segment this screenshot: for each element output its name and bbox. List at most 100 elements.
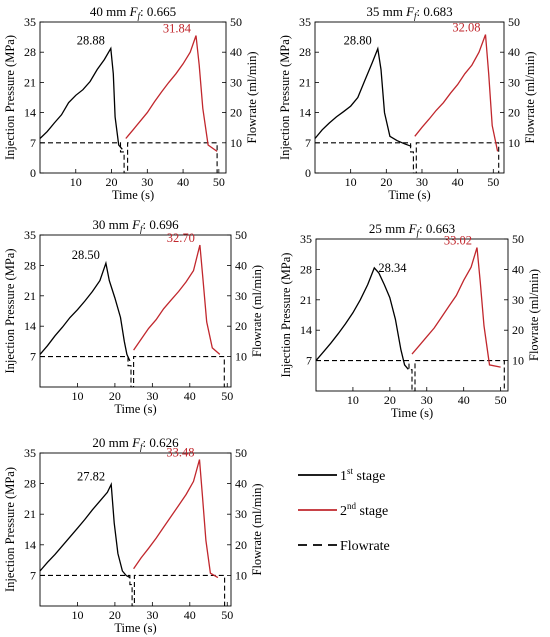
stage1-line xyxy=(39,260,131,362)
plot-frame xyxy=(39,452,232,607)
x-tick-label: 30 xyxy=(141,175,153,189)
peak2-label: 33.48 xyxy=(166,446,194,460)
y-left-axis-label: Injection Pressure (MPa) xyxy=(278,35,292,160)
peak1-label: 28.34 xyxy=(378,261,407,275)
stage2-line xyxy=(125,35,218,152)
y-left-axis-label: Injection Pressure (MPa) xyxy=(3,467,17,592)
y-right-tick-label: 20 xyxy=(235,538,247,552)
stage2-line xyxy=(133,459,219,579)
y-right-tick-label: 10 xyxy=(508,136,520,150)
y-left-tick-label: 21 xyxy=(300,293,312,307)
y-left-tick-label: 35 xyxy=(24,228,36,242)
stage2-line xyxy=(414,34,499,152)
y-left-tick-label: 28 xyxy=(300,262,312,276)
y-right-tick-label: 20 xyxy=(235,319,247,333)
x-tick-label: 10 xyxy=(345,175,357,189)
y-right-tick-label: 20 xyxy=(230,106,242,120)
stage2-line xyxy=(411,247,501,368)
x-tick-label: 50 xyxy=(213,175,225,189)
x-tick-label: 30 xyxy=(421,393,433,407)
y-right-tick-label: 10 xyxy=(230,136,242,150)
x-tick-label: 40 xyxy=(184,389,196,403)
y-right-tick-label: 30 xyxy=(230,75,242,89)
y-left-tick-label: 35 xyxy=(24,446,36,460)
y-right-tick-label: 40 xyxy=(235,477,247,491)
x-axis-label: Time (s) xyxy=(388,188,430,202)
legend-label-1: 1st stage xyxy=(340,466,385,484)
chart-panel-1: 10 20 30 40 50 0 7 14 21 28 35 10 20 30 40 50 Time (s) In… xyxy=(3,4,259,202)
chart-title: 35 mm Ff: 0.683 xyxy=(366,4,452,21)
y-right-tick-label: 40 xyxy=(512,262,524,276)
y-left-tick-label: 7 xyxy=(30,568,36,582)
x-axis-label: Time (s) xyxy=(112,188,154,202)
y-right-tick-label: 50 xyxy=(235,446,247,460)
x-tick-label: 10 xyxy=(71,389,83,403)
peak1-label: 28.50 xyxy=(72,248,100,262)
stage2-line xyxy=(133,244,221,355)
plot-frame xyxy=(314,21,505,174)
y-right-tick-label: 30 xyxy=(235,507,247,521)
y-right-tick-label: 40 xyxy=(508,45,520,59)
plot-frame xyxy=(315,238,509,392)
x-tick-label: 30 xyxy=(146,608,158,622)
legend-label-2: 2nd stage xyxy=(340,501,388,519)
peak2-label: 32.70 xyxy=(167,231,195,245)
peak1-label: 27.82 xyxy=(77,469,105,483)
flowrate-line xyxy=(315,142,500,174)
y-right-tick-label: 10 xyxy=(235,350,247,364)
y-left-tick-label: 35 xyxy=(24,15,36,29)
y-right-tick-label: 40 xyxy=(230,45,242,59)
x-tick-label: 30 xyxy=(416,175,428,189)
y-left-axis-label: Injection Pressure (MPa) xyxy=(279,253,293,378)
stage1-line xyxy=(39,46,123,150)
y-right-tick-label: 10 xyxy=(512,354,524,368)
y-left-tick-label: 35 xyxy=(299,15,311,29)
chart-panel-4: 10 20 30 40 50 7 14 21 28 35 10 20 30 40 50 Time (s) Inj… xyxy=(279,221,541,420)
y-left-tick-label: 21 xyxy=(24,75,36,89)
y-right-tick-label: 40 xyxy=(235,258,247,272)
flowrate-line xyxy=(40,574,226,607)
stage1-line xyxy=(314,46,412,147)
y-left-tick-label: 28 xyxy=(24,45,36,59)
x-tick-label: 20 xyxy=(109,389,121,403)
y-right-tick-label: 50 xyxy=(508,15,520,29)
y-left-tick-label: 7 xyxy=(30,350,36,364)
x-tick-label: 10 xyxy=(71,608,83,622)
legend: 1st stage 2nd stage Flowrate xyxy=(298,466,390,554)
x-tick-label: 50 xyxy=(221,608,233,622)
y-right-tick-label: 20 xyxy=(512,323,524,337)
chart-panel-3: 10 20 30 40 50 7 14 21 28 35 10 20 30 40 50 Time (s) Inj… xyxy=(3,217,264,416)
y-left-tick-label: 21 xyxy=(299,75,311,89)
x-tick-label: 40 xyxy=(184,608,196,622)
plot-frame xyxy=(39,21,227,174)
x-tick-label: 50 xyxy=(487,175,499,189)
chart-title: 40 mm Ff: 0.665 xyxy=(90,4,176,21)
y-left-tick-label: 21 xyxy=(24,507,36,521)
x-tick-label: 20 xyxy=(384,393,396,407)
flowrate-line xyxy=(40,142,218,174)
y-left-tick-label: 14 xyxy=(300,323,312,337)
x-axis-label: Time (s) xyxy=(391,406,433,420)
y-left-axis-label: Injection Pressure (MPa) xyxy=(3,249,17,374)
y-left-axis-label: Injection Pressure (MPa) xyxy=(3,35,17,160)
y-right-tick-label: 10 xyxy=(235,568,247,582)
y-left-tick-label: 28 xyxy=(24,477,36,491)
y-left-tick-label: 7 xyxy=(305,136,311,150)
x-tick-label: 20 xyxy=(106,175,118,189)
x-tick-label: 50 xyxy=(495,393,507,407)
peak1-label: 28.88 xyxy=(77,33,105,47)
x-axis-label: Time (s) xyxy=(114,621,156,635)
flowrate-line xyxy=(40,356,225,388)
y-right-tick-label: 50 xyxy=(235,228,247,242)
y-left-tick-label: 14 xyxy=(299,106,311,120)
y-right-axis-label: Flowrate (ml/min) xyxy=(250,265,264,357)
peak2-label: 32.08 xyxy=(452,21,480,35)
y-left-tick-label: 14 xyxy=(24,106,36,120)
y-left-tick-label: 7 xyxy=(306,354,312,368)
flowrate-line xyxy=(316,360,505,392)
peak1-label: 28.80 xyxy=(344,34,372,48)
chart-title: 20 mm Ff: 0.626 xyxy=(92,435,179,452)
y-left-tick-label: 21 xyxy=(24,289,36,303)
y-right-axis-label: Flowrate (ml/min) xyxy=(523,52,537,144)
